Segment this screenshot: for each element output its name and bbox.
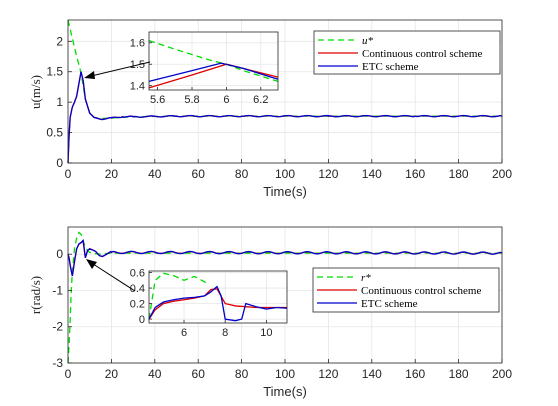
yaw-inset-background bbox=[149, 271, 287, 323]
x-tick-label: 100 bbox=[275, 167, 295, 181]
x-tick-label: 40 bbox=[148, 367, 162, 381]
legend-label-etc: ETC scheme bbox=[361, 298, 418, 310]
surge-inset: 5.65.866.2 1.41.51.6 bbox=[130, 31, 279, 106]
y-tick-label: 2 bbox=[56, 34, 63, 48]
x-tick-label: 40 bbox=[148, 167, 162, 181]
inset-y-tick-label: 0.2 bbox=[130, 299, 145, 311]
yaw-inset: 6 8 10 0 0.2 0.4 0.6 bbox=[130, 268, 288, 339]
inset-x-tick-label: 5.6 bbox=[150, 94, 165, 106]
x-tick-label: 0 bbox=[65, 367, 72, 381]
surge-x-axis-label: Time(s) bbox=[263, 184, 307, 199]
surge-inset-grid bbox=[149, 32, 278, 90]
x-tick-label: 80 bbox=[235, 167, 249, 181]
x-tick-label: 200 bbox=[492, 167, 512, 181]
inset-y-tick-label: 0.6 bbox=[130, 268, 145, 280]
x-tick-label: 20 bbox=[105, 367, 119, 381]
yaw-series bbox=[67, 231, 503, 364]
inset-line-etc bbox=[148, 285, 288, 322]
x-tick-label: 20 bbox=[105, 167, 119, 181]
y-tick-label: 1.5 bbox=[46, 65, 63, 79]
x-tick-label: 120 bbox=[318, 167, 338, 181]
legend-label-reference: r* bbox=[361, 272, 371, 284]
legend-label-continuous: Continuous control scheme bbox=[361, 285, 481, 297]
x-tick-label: 140 bbox=[362, 367, 382, 381]
legend-label-reference: u* bbox=[362, 35, 374, 47]
surge-inset-background bbox=[149, 32, 278, 90]
inset-y-tick-label: 0 bbox=[139, 314, 145, 326]
inset-x-tick-label: 8 bbox=[222, 327, 228, 339]
legend-label-etc: ETC scheme bbox=[362, 61, 419, 73]
legend-label-continuous: Continuous control scheme bbox=[362, 48, 482, 60]
y-tick-label: -1 bbox=[52, 283, 63, 297]
surge-legend: u* Continuous control scheme ETC scheme bbox=[313, 30, 501, 75]
inset-y-tick-label: 1.4 bbox=[130, 81, 145, 93]
inset-x-tick-label: 6.2 bbox=[253, 94, 268, 106]
surge-inset-frame bbox=[148, 31, 279, 91]
x-tick-label: 200 bbox=[492, 367, 512, 381]
x-tick-label: 0 bbox=[65, 167, 72, 181]
y-tick-label: 0.5 bbox=[46, 126, 63, 140]
yaw-inset-frame bbox=[148, 270, 288, 324]
surge-series bbox=[67, 19, 503, 164]
inset-x-tick-label: 5.8 bbox=[184, 94, 199, 106]
inset-line-etc bbox=[148, 62, 279, 83]
y-tick-label: -2 bbox=[52, 320, 63, 334]
yaw-x-axis-label: Time(s) bbox=[263, 384, 307, 399]
inset-line-reference bbox=[148, 39, 279, 83]
inset-x-tick-label: 6 bbox=[181, 327, 187, 339]
yaw-zoom-arrowhead bbox=[86, 259, 97, 269]
series-line-etc bbox=[67, 239, 503, 277]
yaw-rate-panel: 0 20 40 60 80 100 120 140 160 180 200 -3-2-10 Time… bbox=[28, 226, 512, 399]
surge-zoom-arrowhead bbox=[84, 71, 95, 79]
surge-velocity-panel: 0 20 40 60 80 100 120 140 160 180 200 0 0.5 1 1.5 2 Ti… bbox=[28, 19, 512, 199]
inset-y-tick-label: 0.4 bbox=[130, 283, 145, 295]
surge-inset-x-ticks: 5.6 5.8 6 6.2 bbox=[150, 87, 268, 106]
x-tick-label: 140 bbox=[362, 167, 382, 181]
yaw-inset-x-ticks: 6 8 10 bbox=[181, 320, 273, 339]
y-tick-label: 0 bbox=[56, 247, 63, 261]
y-tick-label: 0 bbox=[56, 156, 63, 170]
x-tick-label: 100 bbox=[275, 367, 295, 381]
yaw-y-ticks: -3 -2 -1 0 bbox=[52, 247, 72, 370]
x-tick-label: 160 bbox=[405, 167, 425, 181]
x-tick-label: 60 bbox=[192, 167, 206, 181]
series-line-etc bbox=[67, 71, 503, 164]
yaw-legend: r* Continuous control scheme ETC scheme bbox=[312, 267, 500, 313]
yaw-y-axis-label: r(rad/s) bbox=[28, 276, 43, 314]
surge-x-ticks: 0 20 40 60 80 100 120 140 160 180 200 bbox=[65, 159, 512, 181]
inset-x-tick-label: 10 bbox=[260, 327, 272, 339]
y-tick-label: -3 bbox=[52, 356, 63, 370]
x-tick-label: 60 bbox=[192, 367, 206, 381]
x-tick-label: 180 bbox=[449, 367, 469, 381]
x-tick-label: 180 bbox=[449, 167, 469, 181]
surge-y-axis-label: u(m/s) bbox=[28, 75, 43, 109]
inset-y-tick-label: 1.6 bbox=[130, 38, 145, 50]
yaw-zoom-arrow bbox=[89, 261, 136, 292]
yaw-x-ticks: 0 20 40 60 80 100 120 140 160 180 200 bbox=[65, 359, 512, 381]
yaw-inset-y-ticks: 0 0.2 0.4 0.6 bbox=[130, 268, 152, 326]
surge-y-ticks: 0 0.5 1 1.5 2 bbox=[46, 34, 72, 170]
inset-line-reference bbox=[148, 272, 210, 320]
x-tick-label: 160 bbox=[405, 367, 425, 381]
surge-zoom-arrow bbox=[86, 61, 151, 78]
x-tick-label: 80 bbox=[235, 367, 249, 381]
x-tick-label: 120 bbox=[318, 367, 338, 381]
inset-x-tick-label: 6 bbox=[223, 94, 229, 106]
y-tick-label: 1 bbox=[56, 95, 63, 109]
